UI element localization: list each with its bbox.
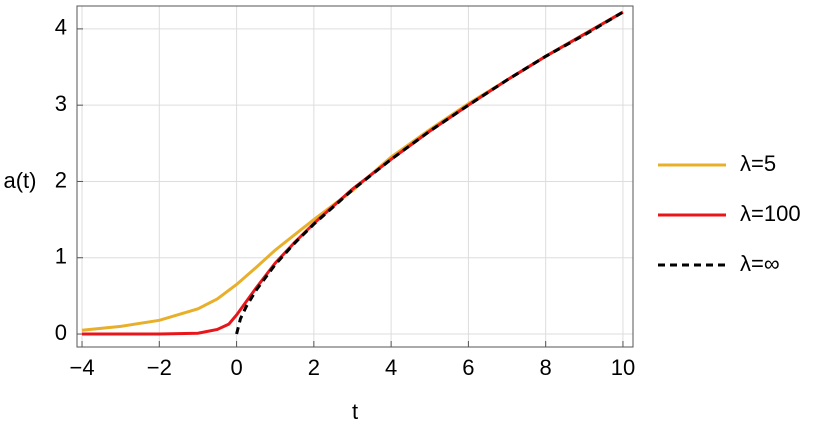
- legend-label: λ=100: [740, 201, 801, 226]
- plot-frame: [76, 5, 634, 348]
- y-tick-label: 2: [55, 167, 67, 192]
- y-tick-label: 1: [55, 244, 67, 269]
- x-tick-label: 2: [308, 355, 320, 380]
- x-tick-label: −4: [69, 355, 94, 380]
- y-tick-label: 4: [55, 15, 67, 40]
- x-tick-label: 10: [611, 355, 635, 380]
- legend-label: λ=5: [740, 151, 776, 176]
- x-axis-label: t: [352, 399, 358, 424]
- y-tick-label: 3: [55, 91, 67, 116]
- line-series: [235, 10, 624, 335]
- y-tick-label: 0: [55, 320, 67, 345]
- y-axis-label: a(t): [4, 168, 37, 193]
- x-tick-label: 8: [540, 355, 552, 380]
- x-tick-label: −2: [147, 355, 172, 380]
- legend-label: λ=∞: [740, 251, 780, 276]
- line-series: [82, 10, 624, 336]
- x-tick-label: 0: [230, 355, 242, 380]
- x-tick-label: 6: [462, 355, 474, 380]
- x-tick-label: 4: [385, 355, 397, 380]
